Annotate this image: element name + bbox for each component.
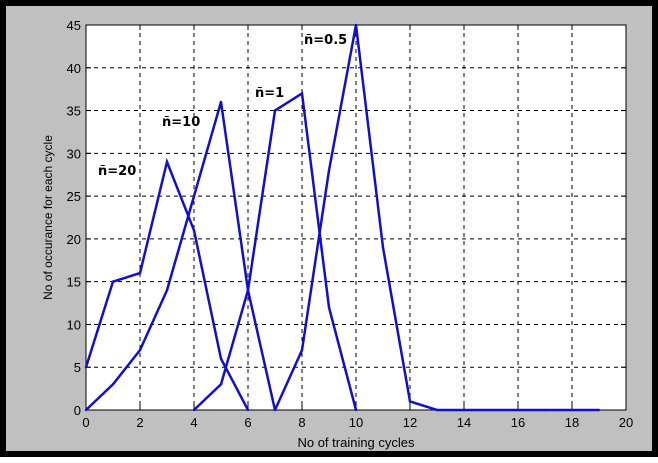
data-point	[354, 408, 358, 412]
data-point	[219, 357, 223, 360]
data-point	[246, 408, 250, 412]
data-point	[300, 92, 304, 95]
data-point	[84, 366, 88, 369]
data-point	[462, 408, 466, 412]
data-point	[219, 383, 223, 386]
x-tick-label: 4	[190, 415, 197, 430]
series-annotation: ñ=10	[162, 115, 200, 130]
x-tick-label: 2	[136, 415, 143, 430]
x-tick-label: 14	[457, 415, 471, 430]
data-point	[489, 408, 493, 412]
data-point	[192, 229, 196, 232]
x-tick-label: 18	[565, 415, 579, 430]
series-annotation: ñ=0.5	[304, 33, 347, 48]
y-tick-label: 40	[67, 61, 81, 76]
data-point	[408, 400, 412, 403]
x-axis-label: No of training cycles	[297, 435, 415, 450]
data-point	[246, 289, 250, 292]
x-tick-label: 10	[349, 415, 363, 430]
x-tick-label: 20	[619, 415, 633, 430]
line-chart: 0 2 4 6 8 10 12 14 16 18 20 0 5 10 15 20 25 30 35 40 45 No of…	[41, 18, 633, 450]
data-point	[597, 408, 601, 412]
y-tick-label: 30	[67, 146, 81, 161]
y-tick-label: 20	[67, 232, 81, 247]
x-tick-label: 0	[82, 415, 89, 430]
y-axis-label: No of occurance for each cycle	[41, 135, 55, 300]
data-point	[381, 246, 385, 249]
x-tick-label: 6	[244, 415, 251, 430]
y-tick-label: 10	[67, 317, 81, 332]
data-point	[327, 169, 331, 172]
data-point	[138, 348, 142, 352]
data-point	[570, 408, 574, 412]
data-point	[84, 408, 88, 412]
series-annotation: ñ=20	[98, 164, 136, 179]
data-point	[111, 383, 115, 386]
series-line	[85, 101, 277, 411]
y-tick-label: 45	[67, 18, 81, 33]
data-point	[354, 23, 358, 27]
data-point	[165, 160, 169, 164]
data-point	[516, 408, 520, 412]
y-tick-label: 5	[74, 360, 81, 375]
data-point	[165, 289, 169, 292]
y-tick-label: 0	[74, 403, 81, 418]
x-tick-label: 8	[298, 415, 305, 430]
data-point	[192, 408, 196, 412]
x-tick-label: 16	[511, 415, 525, 430]
series-annotation: ñ=1	[255, 86, 284, 101]
data-point	[192, 194, 196, 198]
y-tick-label: 25	[67, 189, 81, 204]
data-point	[300, 348, 304, 352]
data-point	[273, 109, 277, 112]
y-tick-label: 35	[67, 104, 81, 119]
data-point	[435, 408, 439, 412]
x-tick-label: 12	[403, 415, 417, 430]
data-point	[327, 306, 331, 309]
data-point	[138, 271, 142, 275]
y-tick-label: 15	[67, 275, 81, 290]
data-point	[219, 100, 223, 104]
data-point	[273, 408, 277, 412]
data-point	[111, 280, 115, 283]
data-point	[543, 408, 547, 412]
